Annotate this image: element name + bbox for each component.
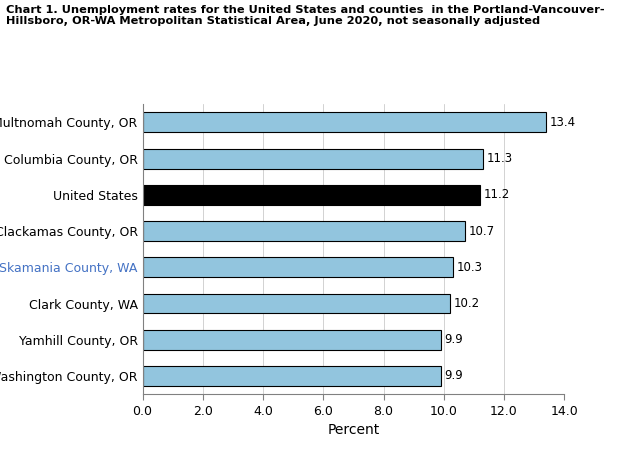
Text: Chart 1. Unemployment rates for the United States and counties  in the Portland-: Chart 1. Unemployment rates for the Unit…	[6, 5, 605, 26]
Bar	[143, 330, 441, 350]
Text: 11.2: 11.2	[484, 188, 510, 201]
Bar	[143, 185, 480, 205]
Text: 10.2: 10.2	[453, 297, 479, 310]
Text: 11.3: 11.3	[487, 152, 513, 165]
Bar	[143, 257, 453, 277]
Bar	[143, 294, 450, 313]
Text: 9.9: 9.9	[445, 333, 463, 346]
Bar	[143, 221, 465, 241]
Text: 10.3: 10.3	[456, 261, 482, 274]
Bar	[143, 112, 546, 132]
Text: 13.4: 13.4	[550, 116, 576, 129]
X-axis label: Percent: Percent	[327, 423, 379, 437]
Bar	[143, 366, 441, 386]
Bar	[143, 149, 483, 169]
Text: 10.7: 10.7	[469, 225, 495, 237]
Text: 9.9: 9.9	[445, 370, 463, 382]
